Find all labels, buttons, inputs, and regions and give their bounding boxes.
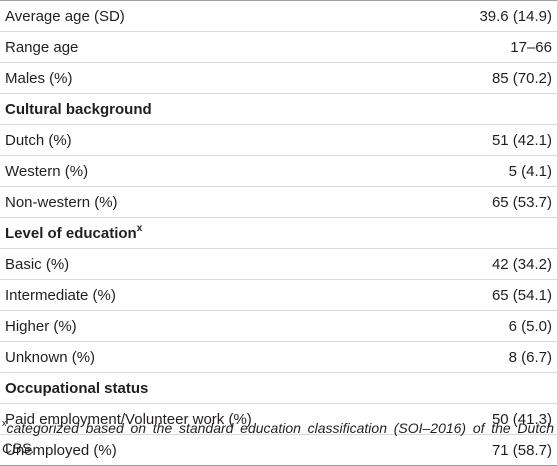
section-header-occupational-status: Occupational status	[0, 373, 557, 404]
table-row-western: Western (%) 5 (4.1)	[0, 156, 557, 187]
row-label: Unemployed (%)	[5, 441, 117, 459]
table-row-dutch: Dutch (%) 51 (42.1)	[0, 125, 557, 156]
row-value: 42 (34.2)	[491, 255, 552, 273]
section-label: Cultural background	[5, 100, 152, 118]
row-value: 65 (53.7)	[491, 193, 552, 211]
row-value: 17–66	[510, 38, 552, 56]
row-value: 51 (42.1)	[491, 131, 552, 149]
table-footnote: xcategorized based on the standard educa…	[0, 418, 554, 458]
row-label: Paid employment/Volunteer work (%)	[5, 410, 252, 428]
row-label: Higher (%)	[5, 317, 77, 335]
table-row-non-western: Non-western (%) 65 (53.7)	[0, 187, 557, 218]
row-label: Dutch (%)	[5, 131, 72, 149]
table-row-intermediate: Intermediate (%) 65 (54.1)	[0, 280, 557, 311]
footnote-text: categorized based on the standard educat…	[2, 420, 554, 456]
table-row-range-age: Range age 17–66	[0, 32, 557, 63]
row-label: Non-western (%)	[5, 193, 118, 211]
section-label: Level of educationx	[5, 222, 143, 242]
row-value: 5 (4.1)	[508, 162, 552, 180]
row-value: 65 (54.1)	[491, 286, 552, 304]
table-row-paid-employment: Paid employment/Volunteer work (%) 50 (4…	[0, 404, 557, 435]
table-top-rule	[0, 0, 557, 1]
row-value: 8 (6.7)	[508, 348, 552, 366]
table-row-males: Males (%) 85 (70.2)	[0, 63, 557, 94]
row-value: 85 (70.2)	[491, 69, 552, 87]
row-label: Intermediate (%)	[5, 286, 116, 304]
row-value: 39.6 (14.9)	[479, 7, 552, 25]
row-label: Basic (%)	[5, 255, 70, 273]
table-row-unknown: Unknown (%) 8 (6.7)	[0, 342, 557, 373]
row-label: Range age	[5, 38, 79, 56]
row-label: Unknown (%)	[5, 348, 96, 366]
footnote-marker: x	[2, 418, 7, 429]
section-header-level-of-education: Level of educationx	[0, 218, 557, 249]
section-header-cultural-background: Cultural background	[0, 94, 557, 125]
table-row-average-age: Average age (SD) 39.6 (14.9)	[0, 1, 557, 32]
section-label-text: Level of education	[5, 224, 137, 242]
section-label: Occupational status	[5, 379, 149, 397]
footnote-marker: x	[136, 222, 143, 234]
table-row-higher: Higher (%) 6 (5.0)	[0, 311, 557, 342]
table-row-basic: Basic (%) 42 (34.2)	[0, 249, 557, 280]
row-value: 50 (41.3)	[491, 410, 552, 428]
row-value: 6 (5.0)	[508, 317, 552, 335]
row-label: Western (%)	[5, 162, 89, 180]
row-value: 71 (58.7)	[491, 441, 552, 459]
row-label: Average age (SD)	[5, 7, 125, 25]
row-label: Males (%)	[5, 69, 73, 87]
